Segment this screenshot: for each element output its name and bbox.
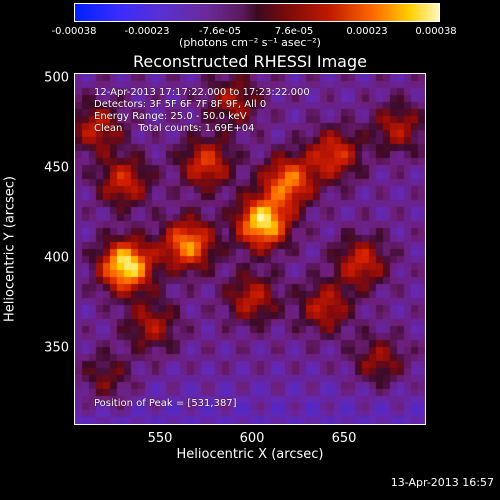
- date-stamp: 13-Apr-2013 16:57: [390, 476, 494, 489]
- annotation-peak-position: Position of Peak = [531,387]: [94, 398, 237, 409]
- annotation-clean-counts: Clean Total counts: 1.69E+04: [94, 123, 255, 134]
- colorbar-tick: -7.6e-05: [199, 26, 241, 37]
- y-tick-label: 500: [44, 70, 69, 86]
- y-tick-label: 400: [44, 250, 69, 266]
- colorbar-tick: -0.00023: [124, 26, 170, 37]
- colorbar: [74, 3, 440, 22]
- y-tick-label: 450: [44, 160, 69, 176]
- colorbar-tick: 0.00038: [415, 26, 457, 37]
- x-tick-label: 650: [331, 431, 357, 446]
- annotation-time-range: 12-Apr-2013 17:17:22.000 to 17:23:22.000: [94, 87, 310, 98]
- heatmap-image: [75, 74, 425, 424]
- chart-title: Reconstructed RHESSI Image: [133, 52, 367, 71]
- colorbar-tick: 0.00023: [346, 26, 388, 37]
- y-tick-label: 350: [44, 340, 69, 356]
- x-tick-label: 550: [147, 431, 173, 446]
- annotation-detectors: Detectors: 3F 5F 6F 7F 8F 9F, All 0: [94, 99, 267, 110]
- colorbar-tick: 7.6e-05: [274, 26, 314, 37]
- annotation-energy-range: Energy Range: 25.0 - 50.0 keV: [94, 111, 247, 122]
- x-tick-label: 600: [239, 431, 265, 446]
- y-axis-label: Heliocentric Y (arcsec): [2, 176, 18, 322]
- x-axis-label: Heliocentric X (arcsec): [176, 447, 324, 462]
- plot-area: [74, 73, 426, 425]
- colorbar-unit-label: (photons cm⁻² s⁻¹ asec⁻²): [179, 36, 321, 49]
- colorbar-tick: -0.00038: [51, 26, 97, 37]
